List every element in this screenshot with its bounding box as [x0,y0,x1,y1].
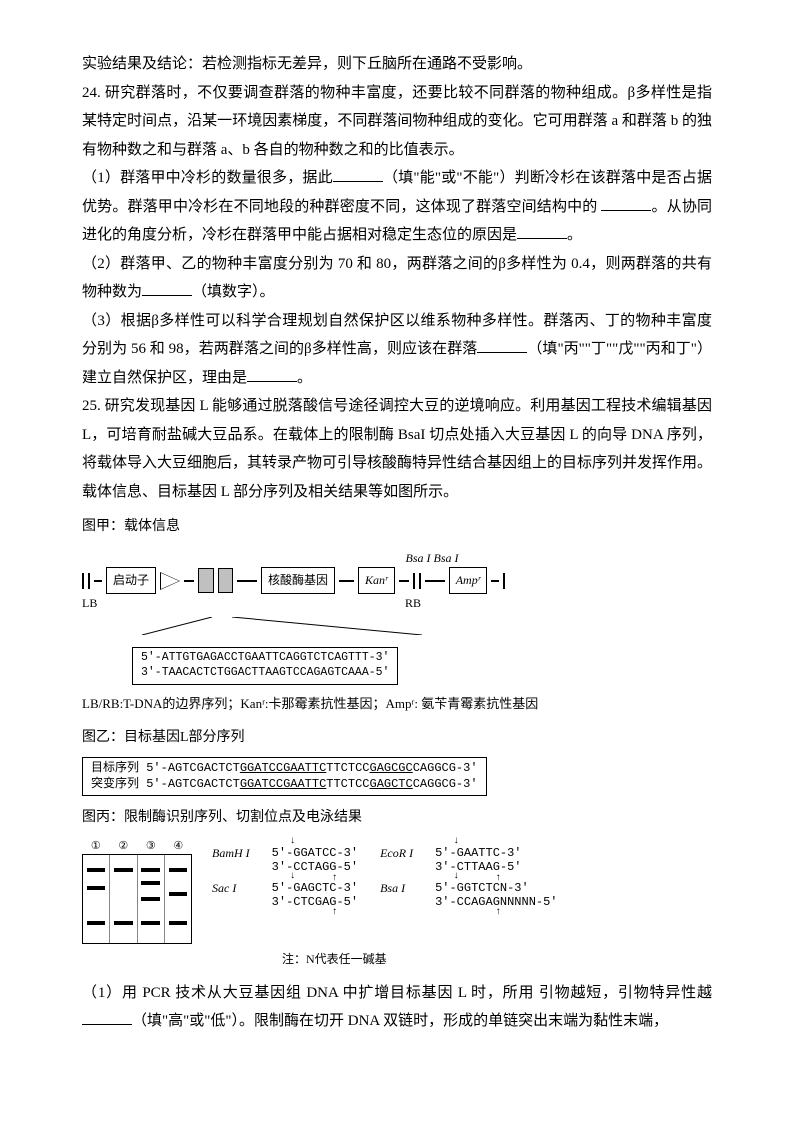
q24-part1: （1）群落甲中冷杉的数量很多，据此（填"能"或"不能"）判断冷杉在该群落中是否占… [82,164,712,250]
enzyme-name: EcoR I [380,846,413,860]
vector-diagram: Bsa I Bsa I 启动子 核酸酶基因 Kanʳ Ampʳ LB RB [82,547,712,686]
gel-band [141,881,159,885]
line [339,580,354,582]
blank-7[interactable] [82,1010,132,1025]
figure-2: 图乙：目标基因L部分序列 目标序列 5'-AGTCGACTCTGGATCCGAA… [82,725,712,798]
blank-2[interactable] [601,196,651,211]
lb-label: LB [82,592,92,615]
gel-lane [83,855,110,943]
gel-band [87,921,105,925]
gel-band [169,868,187,872]
rb-label: RB [405,592,421,615]
enzyme-name: BamH I [212,846,250,860]
amp-box: Ampʳ [449,567,488,594]
conclusion-text: 实验结果及结论：若检测指标无差异，则下丘脑所在通路不受影响。 [82,50,712,79]
tick [419,573,421,589]
line [425,580,445,582]
target-seq-box: 目标序列 5'-AGTCGACTCTGGATCCGAATTCTTCTCCGAGC… [82,757,487,796]
fig1-title: 图甲：载体信息 [82,514,712,541]
fig3-title: 图丙：限制酶识别序列、切割位点及电泳结果 [82,805,712,832]
seq-top: 5'-ATTGTGAGACCTGAATTCAGGTCTCAGTTT-3' [141,651,389,666]
nuclease-box: 核酸酶基因 [261,567,335,594]
tick [88,573,90,589]
gel-band [87,868,105,872]
gel-band [114,868,132,872]
q25-part1: （1）用 PCR 技术从大豆基因组 DNA 中扩增目标基因 L 时，所用 引物越… [82,979,712,1036]
bsa-site [198,568,214,593]
promoter-arrow [160,572,180,590]
blank-3[interactable] [517,224,567,239]
gel-band [169,892,187,896]
fig3-note: 注：N代表任一碱基 [82,948,712,971]
line [399,580,409,582]
blank-1[interactable] [333,167,383,182]
gel-band [141,897,159,901]
line [94,580,102,582]
insert-seq-box: 5'-ATTGTGAGACCTGAATTCAGGTCTCAGTTT-3' 3'-… [132,647,398,685]
bsa-site [218,568,234,593]
q24-1a: （1）群落甲中冷杉的数量很多，据此 [82,170,333,186]
kan-box: Kanʳ [358,567,395,594]
blank-5[interactable] [477,338,527,353]
question-24-stem: 24. 研究群落时，不仅要调查群落的物种丰富度，还要比较不同群落的物种组成。β多… [82,79,712,165]
connector-lines [142,617,422,635]
q24-3c: 。 [297,370,312,386]
q25-1a: （1）用 PCR 技术从大豆基因组 DNA 中扩增目标基因 L 时，所用 引物越… [82,985,712,1001]
enzyme-seq: ↓5'-GGATCC-3'3'-CCTAGG-5'↑ [272,846,358,875]
question-25-stem: 25. 研究发现基因 L 能够通过脱落酸信号途径调控大豆的逆境响应。利用基因工程… [82,392,712,506]
line [237,580,257,582]
enzyme-seq: ↓5'-GAGCTC-3'3'-CTCGAG-5'↑ [272,881,358,910]
target-seq: 5'-AGTCGACTCTGGATCCGAATTCTTCTCCGAGCGCCAG… [146,761,477,775]
tick [503,573,505,589]
line [184,580,194,582]
gel-band [169,921,187,925]
enzyme-grid: BamH I ↓5'-GGATCC-3'3'-CCTAGG-5'↑ EcoR I ↓5… [212,846,558,910]
mutant-seq: 5'-AGTCGACTCTGGATCCGAATTCTTCTCCGAGCTCCAG… [146,777,477,791]
figure-3: 图丙：限制酶识别序列、切割位点及电泳结果 ① ② ③ ④ BamH I↓5'-G… [82,805,712,970]
gel-band [87,886,105,890]
fig1-legend: LB/RB:T-DNA的边界序列；Kanʳ:卡那霉素抗性基因；Ampʳ: 氨苄青… [82,692,712,717]
bsa-label: Bsa I Bsa I [152,547,712,570]
q25-1b: （填"高"或"低"）。限制酶在切开 DNA 双链时，形成的单链突出末端为黏性末端… [132,1013,668,1029]
line [491,580,499,582]
target-label: 目标序列 [91,761,139,775]
enzyme-name: Bsa I [380,881,413,895]
gel-band [141,921,159,925]
q24-part3: （3）根据β多样性可以科学合理规划自然保护区以维系物种多样性。群落丙、丁的物种丰… [82,307,712,393]
gel-lane [165,855,191,943]
gel-band [114,921,132,925]
gel-band [141,868,159,872]
mutant-label: 突变序列 [91,777,139,791]
blank-6[interactable] [247,367,297,382]
seq-bot: 3'-TAACACTCTGGACTTAAGTCCAGAGTCAAA-5' [141,666,389,681]
gel-lane [110,855,137,943]
gel-diagram [82,854,192,944]
q24-1d: 。 [567,227,582,243]
gel-lane [138,855,165,943]
q24-part2: （2）群落甲、乙的物种丰富度分别为 70 和 80，两群落之间的β多样性为 0.… [82,250,712,307]
blank-4[interactable] [142,281,192,296]
enzyme-seq: ↓5'-GGTCTCN-3'3'-CCAGAGNNNNN-5'↑ [435,881,557,910]
promoter-box: 启动子 [106,567,156,594]
q24-2b: （填数字）。 [192,284,275,300]
fig2-title: 图乙：目标基因L部分序列 [82,725,712,752]
tick [413,573,415,589]
enzyme-name: Sac I [212,881,250,895]
tick [82,573,84,589]
figure-1: 图甲：载体信息 Bsa I Bsa I 启动子 核酸酶基因 Kanʳ Ampʳ [82,514,712,717]
